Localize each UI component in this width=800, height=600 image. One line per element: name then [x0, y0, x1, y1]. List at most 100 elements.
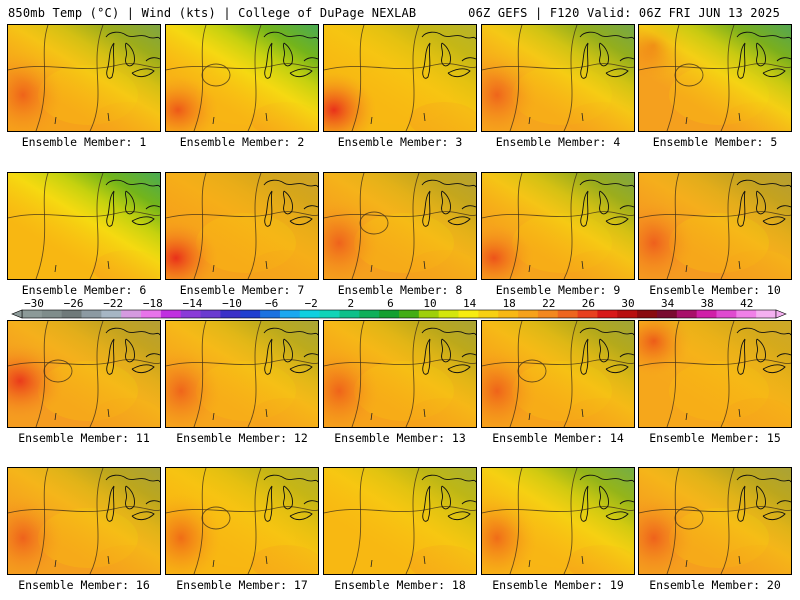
- cool-anomaly: [482, 25, 634, 131]
- wind-barb: [54, 555, 110, 568]
- colorbar-swatch: [716, 310, 737, 318]
- lake-michigan-outline: [737, 190, 746, 227]
- colorbar-swatch: [537, 310, 559, 318]
- lake-superior-outline: [263, 31, 318, 40]
- cool-anomaly: [324, 468, 476, 574]
- lake-ontario-outline: [145, 353, 160, 358]
- colorbar-tick-label: 6: [387, 297, 394, 310]
- lake-ontario-outline: [619, 205, 634, 210]
- ensemble-member-map: [165, 24, 319, 132]
- ensemble-member-label: Ensemble Member: 4: [495, 135, 621, 149]
- lake-huron-outline: [440, 338, 451, 363]
- lake-huron-outline: [598, 190, 609, 215]
- lake-huron-outline: [440, 485, 451, 510]
- lake-ontario-outline: [461, 57, 476, 62]
- lake-michigan-outline: [264, 485, 273, 522]
- lake-erie-outline: [289, 511, 313, 521]
- colorbar-swatch: [399, 310, 420, 318]
- lake-ontario-outline: [303, 353, 318, 358]
- ensemble-member-map: [7, 320, 161, 428]
- lake-ontario-outline: [303, 57, 318, 62]
- wind-barb: [54, 260, 110, 273]
- lake-michigan-outline: [737, 485, 746, 522]
- colorbar-tick-label: −22: [103, 297, 123, 310]
- ensemble-member-label: Ensemble Member: 7: [179, 283, 305, 297]
- lake-ontario-outline: [776, 353, 791, 358]
- colorbar-swatch: [319, 310, 340, 318]
- lake-superior-outline: [579, 327, 634, 336]
- lake-superior-outline: [736, 474, 791, 483]
- lake-superior-outline: [736, 31, 791, 40]
- colorbar-tick-label: 2: [347, 297, 354, 310]
- lake-erie-outline: [131, 216, 155, 226]
- ensemble-member-label: Ensemble Member: 1: [21, 135, 147, 149]
- ensemble-member-map: [323, 467, 477, 575]
- ensemble-member-label: Ensemble Member: 5: [652, 135, 778, 149]
- colorbar-swatch: [22, 310, 43, 318]
- colorbar-swatch: [279, 310, 301, 318]
- lake-erie-outline: [289, 364, 313, 374]
- lake-erie-outline: [447, 216, 471, 226]
- lake-erie-outline: [131, 68, 155, 78]
- lake-superior-outline: [579, 474, 634, 483]
- cool-anomaly: [639, 25, 791, 131]
- ensemble-member-label: Ensemble Member: 3: [337, 135, 463, 149]
- cool-anomaly: [639, 321, 791, 427]
- lake-huron-outline: [282, 485, 293, 510]
- colorbar-tick-label: 22: [542, 297, 555, 310]
- wind-barb: [370, 408, 426, 421]
- lake-ontario-outline: [619, 500, 634, 505]
- lake-michigan-outline: [422, 485, 431, 522]
- lake-superior-outline: [736, 327, 791, 336]
- lake-erie-outline: [447, 511, 471, 521]
- lake-erie-outline: [605, 68, 629, 78]
- lake-erie-outline: [131, 511, 155, 521]
- cool-anomaly: [639, 468, 791, 574]
- wind-barb: [528, 555, 584, 568]
- ensemble-member-map: [165, 320, 319, 428]
- colorbar-swatch: [141, 310, 162, 318]
- colorbar-tick-label: 42: [740, 297, 753, 310]
- colorbar-tick-label: 18: [503, 297, 516, 310]
- lake-superior-outline: [421, 327, 476, 336]
- ensemble-member-map: [7, 24, 161, 132]
- colorbar-tick-label: 10: [423, 297, 436, 310]
- cool-anomaly: [639, 173, 791, 279]
- ensemble-member-label: Ensemble Member: 8: [337, 283, 463, 297]
- lake-superior-outline: [736, 179, 791, 188]
- lake-michigan-outline: [264, 42, 273, 79]
- lake-superior-outline: [579, 31, 634, 40]
- lake-erie-outline: [762, 216, 786, 226]
- cool-anomaly: [324, 25, 476, 131]
- lake-michigan-outline: [106, 338, 115, 375]
- lake-superior-outline: [105, 31, 160, 40]
- wind-barb: [370, 260, 426, 273]
- cool-anomaly: [166, 321, 318, 427]
- wind-barb: [528, 112, 584, 125]
- colorbar-swatch: [478, 310, 499, 318]
- colorbar-swatch: [200, 310, 221, 318]
- colorbar-swatch: [458, 310, 479, 318]
- colorbar-swatch: [41, 310, 63, 318]
- ensemble-member-label: Ensemble Member: 2: [179, 135, 305, 149]
- colorbar-tick-label: −26: [64, 297, 84, 310]
- lake-superior-outline: [421, 474, 476, 483]
- lake-huron-outline: [282, 42, 293, 67]
- colorbar-swatch: [676, 310, 698, 318]
- lake-erie-outline: [605, 511, 629, 521]
- cool-anomaly: [8, 25, 160, 131]
- colorbar-swatch: [180, 310, 201, 318]
- lake-ontario-outline: [145, 205, 160, 210]
- lake-ontario-outline: [619, 353, 634, 358]
- wind-barb: [685, 555, 741, 568]
- ensemble-member-label: Ensemble Member: 14: [492, 431, 624, 445]
- ensemble-member-map: [165, 172, 319, 280]
- lake-huron-outline: [755, 485, 766, 510]
- wind-barb: [212, 408, 268, 421]
- wind-barb: [212, 260, 268, 273]
- colorbar-swatch: [637, 310, 658, 318]
- lake-michigan-outline: [422, 190, 431, 227]
- ensemble-member-map: [638, 172, 792, 280]
- lake-ontario-outline: [145, 57, 160, 62]
- ensemble-member-label: Ensemble Member: 20: [649, 578, 781, 592]
